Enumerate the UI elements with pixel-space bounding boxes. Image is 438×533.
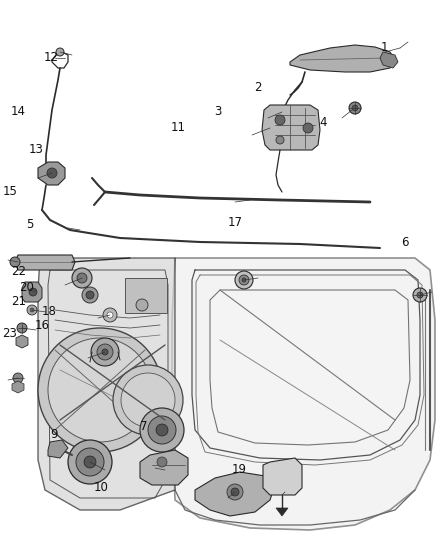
Circle shape bbox=[239, 275, 249, 285]
Circle shape bbox=[76, 448, 104, 476]
Text: 13: 13 bbox=[28, 143, 43, 156]
Circle shape bbox=[121, 373, 175, 427]
Text: 12: 12 bbox=[44, 51, 59, 64]
Text: 9: 9 bbox=[50, 428, 58, 441]
Polygon shape bbox=[22, 282, 42, 302]
Circle shape bbox=[276, 136, 284, 144]
Text: 22: 22 bbox=[11, 265, 26, 278]
Circle shape bbox=[56, 48, 64, 56]
Circle shape bbox=[48, 338, 152, 442]
Circle shape bbox=[102, 349, 108, 355]
Polygon shape bbox=[15, 255, 75, 270]
Polygon shape bbox=[263, 458, 302, 495]
Circle shape bbox=[148, 416, 176, 444]
Polygon shape bbox=[290, 45, 395, 72]
Circle shape bbox=[303, 123, 313, 133]
Circle shape bbox=[136, 299, 148, 311]
Text: 21: 21 bbox=[11, 295, 26, 308]
Text: 15: 15 bbox=[2, 185, 17, 198]
Circle shape bbox=[140, 408, 184, 452]
Circle shape bbox=[38, 328, 162, 452]
Text: 14: 14 bbox=[11, 106, 26, 118]
Circle shape bbox=[72, 268, 92, 288]
Circle shape bbox=[17, 323, 27, 333]
Text: 3: 3 bbox=[215, 106, 222, 118]
Text: 7: 7 bbox=[140, 420, 148, 433]
Text: 19: 19 bbox=[232, 463, 247, 475]
Circle shape bbox=[227, 484, 243, 500]
Polygon shape bbox=[172, 258, 435, 530]
Text: 16: 16 bbox=[35, 319, 50, 332]
Polygon shape bbox=[38, 162, 65, 185]
Text: 4: 4 bbox=[320, 116, 327, 129]
Circle shape bbox=[275, 115, 285, 125]
Circle shape bbox=[13, 373, 23, 383]
Circle shape bbox=[77, 273, 87, 283]
Circle shape bbox=[84, 456, 96, 468]
Circle shape bbox=[82, 287, 98, 303]
Text: 11: 11 bbox=[171, 122, 186, 134]
Circle shape bbox=[27, 305, 37, 315]
Circle shape bbox=[157, 457, 167, 467]
Circle shape bbox=[231, 488, 239, 496]
Circle shape bbox=[349, 102, 361, 114]
Text: 2: 2 bbox=[254, 82, 261, 94]
Circle shape bbox=[29, 288, 37, 296]
Circle shape bbox=[113, 365, 183, 435]
Polygon shape bbox=[262, 105, 320, 150]
Circle shape bbox=[47, 168, 57, 178]
Circle shape bbox=[352, 105, 358, 111]
Text: 5: 5 bbox=[26, 219, 34, 231]
Circle shape bbox=[417, 292, 423, 298]
Circle shape bbox=[103, 308, 117, 322]
Circle shape bbox=[413, 288, 427, 302]
Bar bbox=[125, 278, 167, 313]
Circle shape bbox=[91, 338, 119, 366]
Circle shape bbox=[30, 308, 34, 312]
Text: 6: 6 bbox=[401, 236, 408, 249]
Circle shape bbox=[68, 440, 112, 484]
Circle shape bbox=[86, 291, 94, 299]
Circle shape bbox=[235, 271, 253, 289]
Polygon shape bbox=[195, 472, 275, 516]
Text: 1: 1 bbox=[381, 42, 389, 54]
Text: 17: 17 bbox=[228, 216, 243, 229]
Polygon shape bbox=[38, 258, 175, 510]
Circle shape bbox=[107, 312, 113, 318]
Text: 18: 18 bbox=[42, 305, 57, 318]
Polygon shape bbox=[140, 450, 188, 485]
Polygon shape bbox=[16, 335, 28, 348]
Polygon shape bbox=[210, 290, 410, 445]
Polygon shape bbox=[276, 508, 288, 516]
Polygon shape bbox=[48, 440, 68, 458]
Circle shape bbox=[242, 278, 246, 282]
Circle shape bbox=[10, 257, 20, 267]
Polygon shape bbox=[380, 52, 398, 68]
Text: 23: 23 bbox=[2, 327, 17, 340]
Text: 10: 10 bbox=[94, 481, 109, 494]
Text: 20: 20 bbox=[19, 281, 34, 294]
Circle shape bbox=[97, 344, 113, 360]
Circle shape bbox=[156, 424, 168, 436]
Polygon shape bbox=[12, 381, 24, 393]
